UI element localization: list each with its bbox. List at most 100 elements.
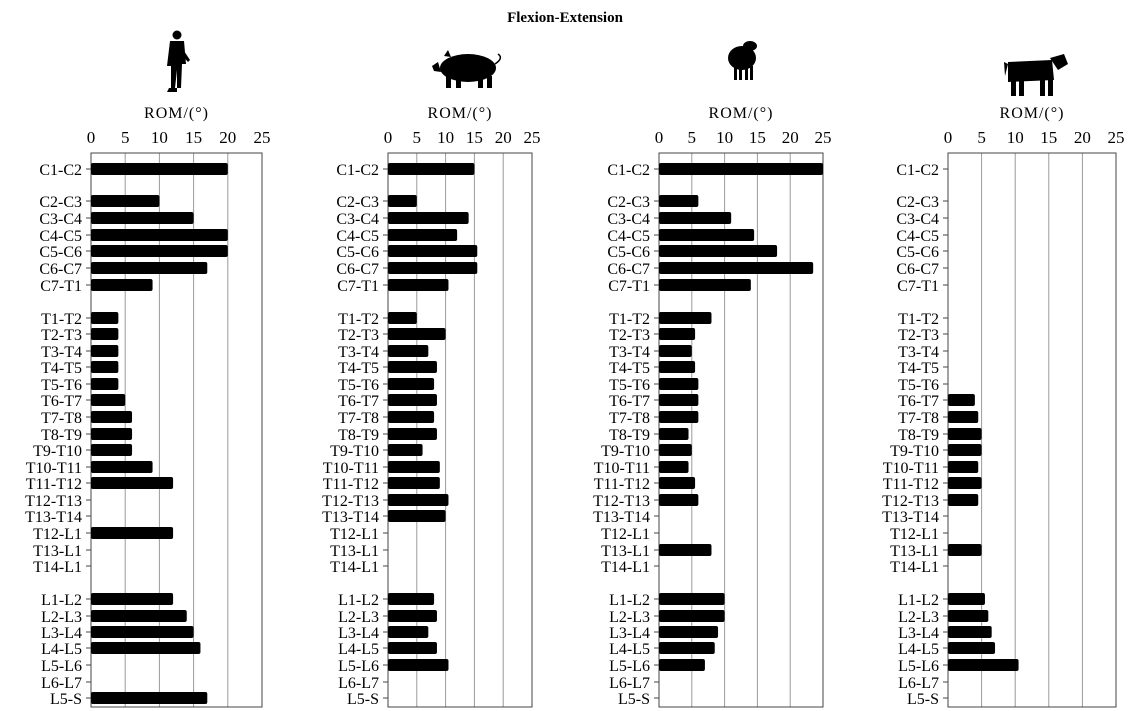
category-label: T11-T12: [883, 476, 939, 493]
bar: [388, 610, 437, 622]
category-label: T4-T5: [898, 360, 939, 377]
x-tick-label: 20: [495, 128, 512, 147]
category-label: T12-L1: [890, 526, 939, 543]
chart-panel: ROM/(°) 0 5 10 15 20 25 C1-C2 C2-C3C3-C4C4-C5C5-…: [593, 41, 832, 708]
x-axis-label: ROM/(°): [1000, 105, 1065, 122]
x-tick-label: 20: [782, 128, 799, 147]
x-axis-label: ROM/(°): [144, 105, 209, 122]
bar: [388, 212, 469, 224]
bar: [948, 642, 996, 654]
bar: [948, 444, 982, 456]
bar: [388, 229, 458, 241]
bar: [91, 411, 133, 423]
category-label: L1-L2: [41, 592, 82, 609]
bar: [91, 262, 208, 274]
category-label: T13-L1: [33, 543, 82, 560]
category-label: T10-T11: [26, 460, 82, 477]
bar: [659, 262, 814, 274]
bar: [659, 312, 712, 324]
chart-panel: ROM/(°) 0 5 10 15 20 25 C1-C2 C2-C3C3-C4C4-C5C5-…: [25, 30, 271, 708]
bar: [659, 361, 696, 373]
category-label: L5-L6: [609, 658, 650, 675]
category-label: L3-L4: [898, 625, 939, 642]
category-label: L6-L7: [898, 675, 939, 692]
bar: [388, 163, 475, 175]
category-label: T8-T9: [41, 427, 82, 444]
bar: [948, 477, 982, 489]
bar: [91, 245, 228, 257]
category-label: T12-T13: [882, 493, 939, 510]
category-label: T10-T11: [594, 460, 650, 477]
category-label: T13-L1: [890, 543, 939, 560]
category-label: T3-T4: [609, 344, 650, 361]
category-label: T12-L1: [33, 526, 82, 543]
bar: [948, 494, 979, 506]
category-label: T8-T9: [609, 427, 650, 444]
category-label: C4-C5: [39, 228, 82, 245]
category-label: T7-T8: [609, 410, 650, 427]
category-label: T12-T13: [322, 493, 379, 510]
bar: [388, 195, 417, 207]
category-label: T3-T4: [338, 344, 379, 361]
bar: [388, 345, 429, 357]
category-label: C6-C7: [896, 261, 939, 278]
bar: [388, 510, 446, 522]
category-label: T1-T2: [338, 311, 379, 328]
category-label: L5-S: [347, 691, 379, 708]
bar: [659, 195, 699, 207]
chart-panel: ROM/(°) 0 5 10 15 20 25 C1-C2 C2-C3C3-C4C4-C5C5-…: [322, 49, 541, 708]
category-label: L1-L2: [338, 592, 379, 609]
category-label: C2-C3: [336, 194, 379, 211]
category-label: C4-C5: [896, 228, 939, 245]
category-label: T5-T6: [41, 377, 82, 394]
category-label: L5-L6: [41, 658, 82, 675]
category-label: T4-T5: [609, 360, 650, 377]
category-label: T14-L1: [330, 559, 379, 576]
x-axis-label: ROM/(°): [428, 105, 493, 122]
bar: [948, 659, 1019, 671]
category-label: T13-L1: [601, 543, 650, 560]
category-label: C3-C4: [896, 211, 939, 228]
category-label: T11-T12: [594, 476, 650, 493]
category-label: L2-L3: [609, 609, 650, 626]
bar: [659, 212, 732, 224]
category-label: L3-L4: [338, 625, 379, 642]
category-label: C5-C6: [896, 244, 939, 261]
bar: [659, 328, 696, 340]
bar: [91, 212, 194, 224]
category-label: C6-C7: [607, 261, 650, 278]
x-tick-label: 5: [688, 128, 697, 147]
category-label: T13-T14: [25, 509, 82, 526]
category-label: C7-T1: [897, 278, 939, 295]
x-tick-label: 10: [151, 128, 168, 147]
x-tick-label: 15: [466, 128, 483, 147]
category-label: C1-C2: [39, 162, 82, 179]
bar: [91, 195, 160, 207]
category-label: C3-C4: [336, 211, 379, 228]
bar: [91, 593, 174, 605]
bar: [91, 279, 153, 291]
bar: [388, 659, 449, 671]
category-label: C1-C2: [607, 162, 650, 179]
category-label: T13-L1: [330, 543, 379, 560]
x-tick-label: 10: [1007, 128, 1024, 147]
category-label: L6-L7: [41, 675, 82, 692]
category-label: T5-T6: [338, 377, 379, 394]
category-label: C6-C7: [39, 261, 82, 278]
category-label: T3-T4: [41, 344, 82, 361]
category-label: L1-L2: [609, 592, 650, 609]
category-label: T10-T11: [883, 460, 939, 477]
category-label: L5-S: [50, 691, 82, 708]
x-tick-label: 5: [413, 128, 422, 147]
bar: [91, 527, 174, 539]
category-label: T12-L1: [330, 526, 379, 543]
category-label: L2-L3: [41, 609, 82, 626]
category-label: T14-L1: [890, 559, 939, 576]
category-label: T12-T13: [25, 493, 82, 510]
bar: [388, 642, 437, 654]
category-label: T14-L1: [601, 559, 650, 576]
bar: [659, 378, 699, 390]
category-label: C1-C2: [896, 162, 939, 179]
bar: [948, 411, 979, 423]
